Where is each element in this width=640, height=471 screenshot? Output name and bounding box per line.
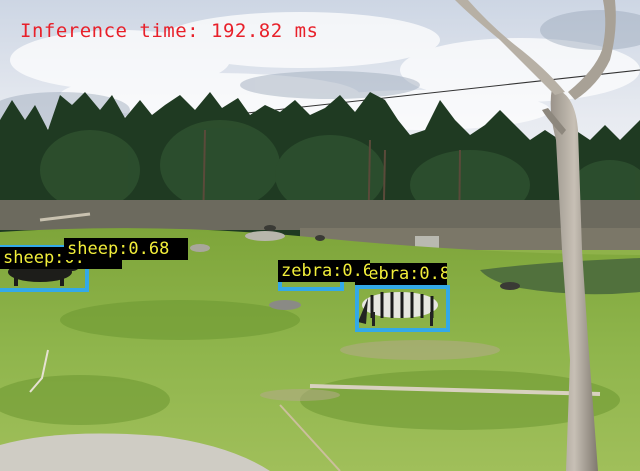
grass-patches [0,300,620,430]
distant-animals [264,225,520,290]
branch [309,384,601,396]
dirt-patches [260,340,500,401]
branch [29,349,49,393]
rock [190,244,210,252]
inference-time-label: Inference time: 192.82 ms [20,20,319,42]
rock [245,231,285,241]
bounding-box-zebra-2 [355,285,450,332]
foreground-boulder [0,433,270,471]
stone-wall [0,200,640,230]
dead-tree [455,0,616,471]
rock [269,300,301,310]
detection-label-zebra-1: zebra:0.61 [278,260,370,282]
clouds [10,12,640,130]
forest-highlight [40,120,640,220]
detection-label-zebra-2: zebra:0.88 [355,263,447,285]
branch [39,212,91,222]
pond [480,258,640,295]
detection-label-sheep-2: sheep:0.68 [64,238,188,260]
branch [279,404,341,471]
shed [415,236,439,250]
zebra-figure [358,292,438,326]
